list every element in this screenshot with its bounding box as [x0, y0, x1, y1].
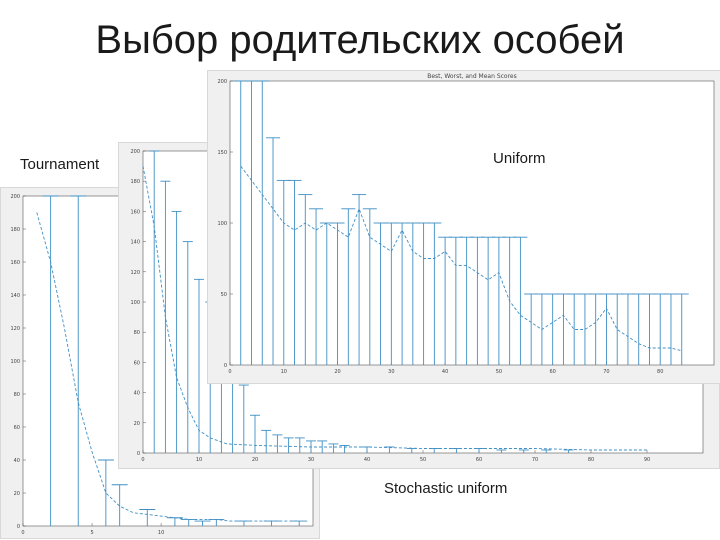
stochastic-x-tick-label-9: 90 — [644, 457, 650, 463]
uniform-x-tick-label-5: 50 — [496, 369, 502, 375]
stochastic-y-tick-label-1: 20 — [134, 421, 140, 427]
stochastic-y-tick-label-5: 100 — [130, 300, 140, 306]
uniform-y-tick-label-0: 0 — [224, 363, 227, 369]
tournament-y-tick-label-4: 80 — [14, 392, 20, 398]
stochastic-x-tick-label-3: 30 — [308, 457, 314, 463]
uniform-x-tick-label-7: 70 — [603, 369, 609, 375]
stochastic-uniform-label: Stochastic uniform — [384, 480, 508, 497]
uniform-x-tick-label-3: 30 — [388, 369, 394, 375]
stochastic-x-tick-label-1: 10 — [196, 457, 202, 463]
stochastic-y-tick-label-9: 180 — [130, 179, 140, 185]
uniform-y-tick-label-2: 100 — [217, 221, 227, 227]
tournament-y-tick-label-8: 160 — [10, 260, 20, 266]
tournament-y-tick-label-9: 180 — [10, 227, 20, 233]
uniform-x-tick-label-1: 10 — [281, 369, 287, 375]
stochastic-y-tick-label-2: 40 — [134, 391, 140, 397]
stochastic-x-tick-label-0: 0 — [141, 457, 144, 463]
stochastic-y-tick-label-10: 200 — [130, 149, 140, 155]
tournament-y-tick-label-7: 140 — [10, 293, 20, 299]
uniform-x-tick-label-4: 40 — [442, 369, 448, 375]
stochastic-x-tick-label-6: 60 — [476, 457, 482, 463]
tournament-x-tick-label-2: 10 — [158, 530, 164, 536]
stochastic-y-tick-label-6: 120 — [130, 270, 140, 276]
uniform-label: Uniform — [493, 150, 546, 167]
uniform-x-tick-label-8: 80 — [657, 369, 663, 375]
stochastic-x-tick-label-2: 20 — [252, 457, 258, 463]
tournament-mean-curve — [36, 212, 300, 522]
uniform-x-tick-label-0: 0 — [228, 369, 231, 375]
tournament-y-tick-label-0: 0 — [17, 524, 20, 530]
uniform-x-tick-label-2: 20 — [334, 369, 340, 375]
uniform-chart-panel: Best, Worst, and Mean Scores 0 50 100 150 200… — [207, 70, 720, 384]
stochastic-mean-curve — [142, 166, 647, 451]
stochastic-y-tick-label-8: 160 — [130, 209, 140, 215]
uniform-y-tick-label-4: 200 — [217, 79, 227, 85]
tournament-label: Tournament — [20, 156, 100, 173]
stochastic-y-tick-label-3: 60 — [134, 360, 140, 366]
tournament-x-tick-label-0: 0 — [21, 530, 24, 536]
tournament-y-tick-label-6: 120 — [10, 326, 20, 332]
stochastic-y-tick-label-4: 80 — [134, 330, 140, 336]
uniform-x-tick-label-6: 60 — [549, 369, 555, 375]
tournament-y-tick-label-5: 100 — [10, 359, 20, 365]
uniform-y-tick-label-1: 50 — [221, 292, 227, 298]
tournament-y-tick-label-3: 60 — [14, 425, 20, 431]
tournament-x-tick-label-1: 5 — [90, 530, 93, 536]
tournament-y-tick-label-2: 40 — [14, 458, 20, 464]
uniform-chart: Best, Worst, and Mean Scores050100150200… — [217, 73, 715, 375]
stochastic-x-tick-label-7: 70 — [532, 457, 538, 463]
uniform-y-tick-label-3: 150 — [217, 150, 227, 156]
stochastic-y-tick-label-0: 0 — [137, 451, 140, 457]
stochastic-x-tick-label-8: 80 — [588, 457, 594, 463]
stochastic-x-tick-label-5: 50 — [420, 457, 426, 463]
uniform-chart-title: Best, Worst, and Mean Scores — [427, 73, 517, 80]
stochastic-y-tick-label-7: 140 — [130, 240, 140, 246]
slide-title: Выбор родительских особей — [95, 18, 625, 62]
tournament-y-tick-label-1: 20 — [14, 491, 20, 497]
uniform-plot-area — [229, 80, 715, 366]
stochastic-x-tick-label-4: 40 — [364, 457, 370, 463]
uniform-mean-curve — [240, 165, 682, 352]
tournament-y-tick-label-10: 200 — [10, 194, 20, 200]
